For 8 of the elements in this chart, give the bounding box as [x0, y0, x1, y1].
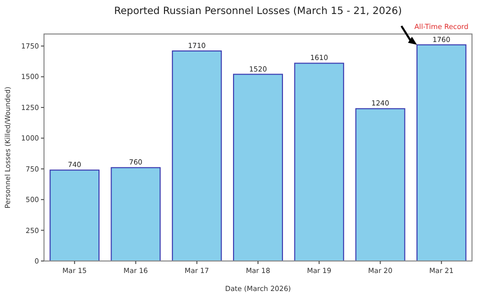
- bar: [110, 167, 161, 262]
- bar: [233, 74, 283, 262]
- bar: [50, 170, 100, 262]
- bar: [416, 44, 466, 262]
- bar: [294, 62, 344, 262]
- bar: [355, 108, 406, 262]
- bar: [172, 50, 222, 262]
- chart-title: Reported Russian Personnel Losses (March 15 - 21, 2026): [114, 6, 402, 17]
